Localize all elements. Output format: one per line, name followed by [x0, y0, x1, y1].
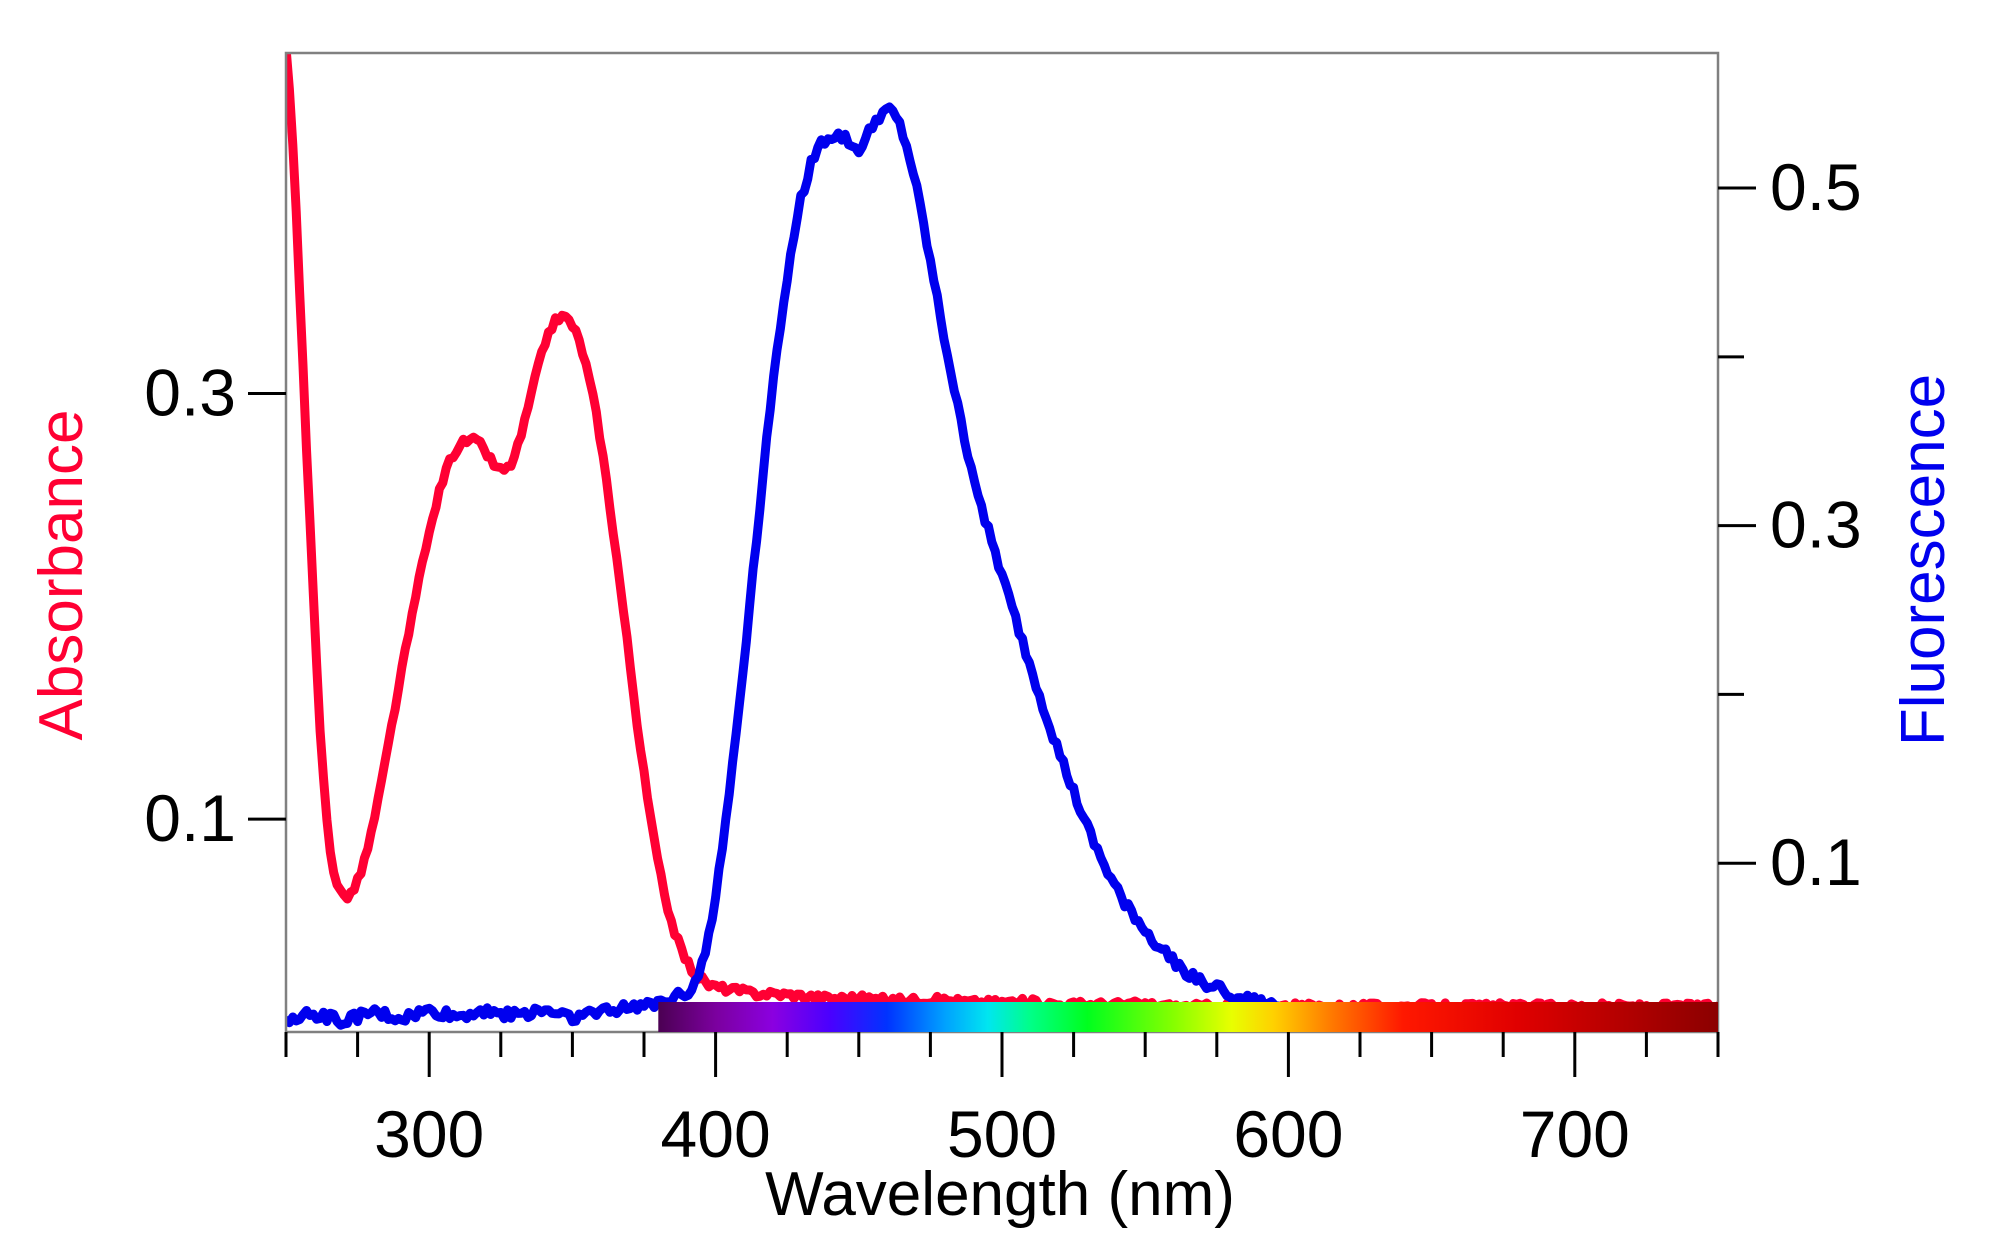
right-axis-tick-labels: 0.1 0.3 0.5 — [1770, 150, 1862, 899]
left-axis-tick-labels: 0.1 0.3 — [144, 356, 236, 856]
visible-spectrum-colorbar — [658, 1002, 1718, 1032]
right-tick-label: 0.1 — [1770, 825, 1862, 899]
x-axis-title: Wavelength (nm) — [765, 1160, 1235, 1229]
x-tick-label: 500 — [947, 1097, 1057, 1171]
left-axis-ticks — [248, 392, 286, 821]
x-tick-label: 400 — [661, 1097, 771, 1171]
left-tick-label: 0.3 — [144, 356, 236, 430]
x-axis-tick-labels: 300 400 500 600 700 — [374, 1097, 1630, 1171]
right-tick-label: 0.5 — [1770, 150, 1862, 224]
left-tick-label: 0.1 — [144, 781, 236, 855]
x-tick-label: 700 — [1520, 1097, 1630, 1171]
right-axis-ticks — [1718, 186, 1756, 865]
right-axis-title: Fluorescence — [1889, 374, 1958, 746]
plot-area-background — [286, 53, 1718, 1032]
x-tick-label: 600 — [1233, 1097, 1343, 1171]
x-tick-label: 300 — [374, 1097, 484, 1171]
x-axis-ticks — [284, 1032, 1720, 1077]
right-tick-label: 0.3 — [1770, 488, 1862, 562]
left-axis-title: Absorbance — [27, 410, 96, 741]
